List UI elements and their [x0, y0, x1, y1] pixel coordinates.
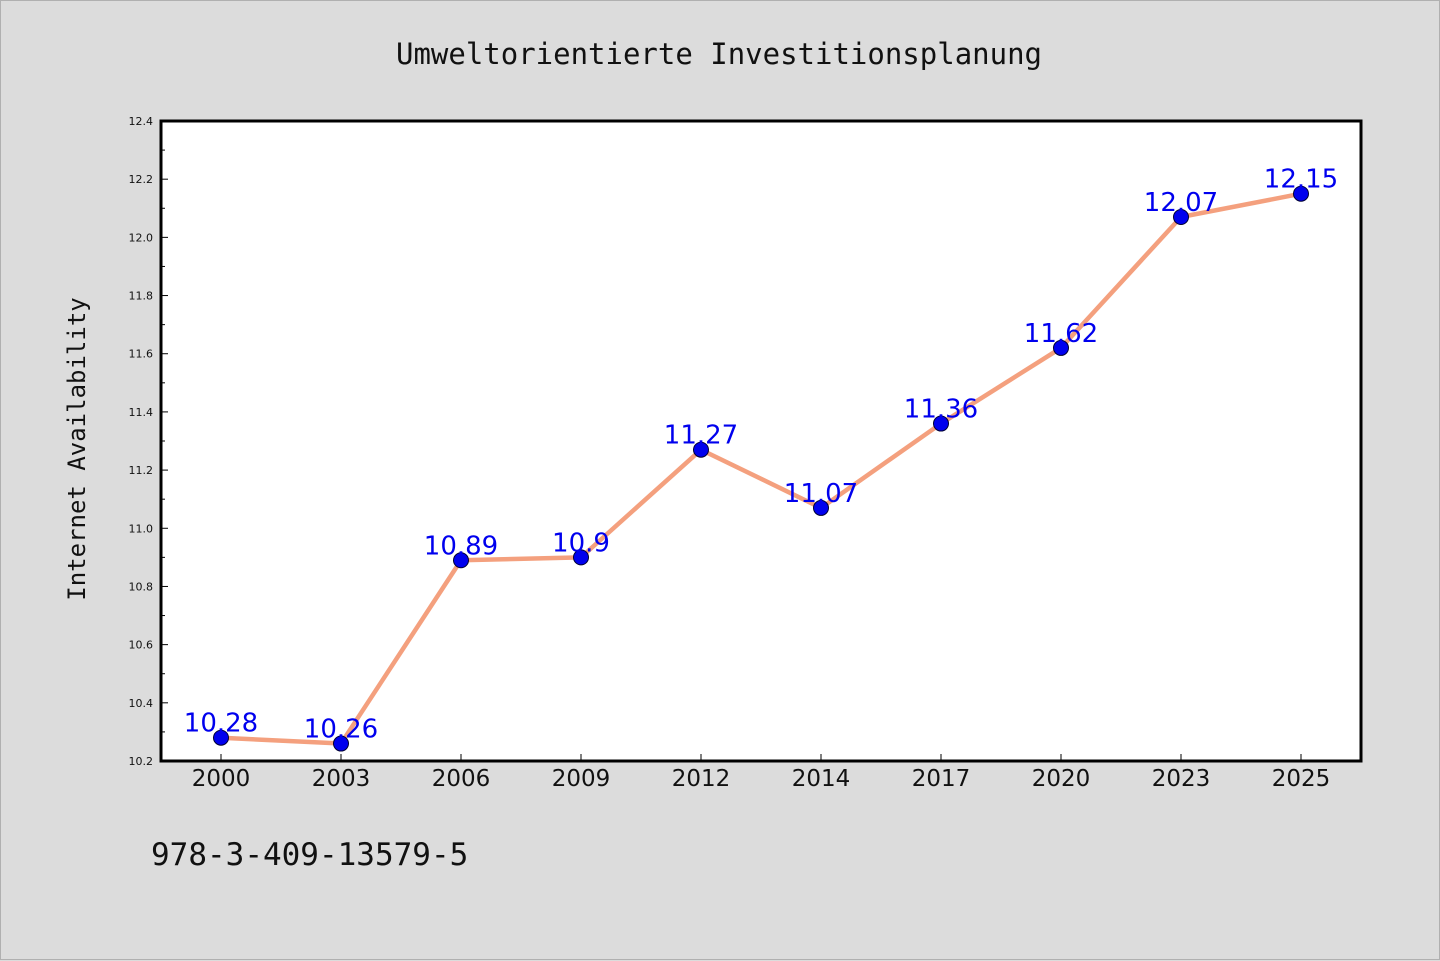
y-tick-label: 11.2 — [129, 464, 154, 477]
y-axis-label: Internet Availability — [63, 297, 91, 600]
y-tick-label: 11.6 — [129, 348, 154, 361]
data-label: 10.26 — [304, 715, 378, 745]
y-tick-label: 12.2 — [129, 173, 154, 186]
caption-text: 978-3-409-13579-5 — [151, 837, 468, 873]
x-tick-label: 2014 — [792, 766, 851, 792]
data-point — [573, 549, 589, 566]
data-point — [693, 441, 709, 458]
y-tick-label: 10.8 — [129, 580, 154, 593]
chart-title: Umweltorientierte Investitionsplanung — [396, 37, 1042, 71]
y-axis-ticks: 10.2 10.4 10.6 10.8 11.0 11.2 11.4 11.6 11.8 12.0… — [129, 115, 168, 768]
data-label: 11.36 — [904, 395, 978, 425]
data-label: 11.62 — [1024, 319, 1098, 349]
data-label: 11.27 — [664, 421, 738, 451]
data-point — [1173, 209, 1189, 225]
data-point — [1053, 339, 1069, 356]
data-label: 11.07 — [784, 479, 858, 509]
data-labels: 10.28 10.26 10.89 10.9 11.27 11.07 11.36 11.62 1… — [184, 165, 1338, 745]
data-point — [813, 499, 829, 516]
x-axis-ticks: 2000 2003 2006 2009 2012 2014 2017 2020 2023 2025 — [192, 754, 1331, 792]
plot-area — [159, 119, 1363, 763]
x-tick-label: 2000 — [192, 766, 251, 792]
data-point — [333, 735, 349, 752]
series-line — [220, 191, 1302, 746]
x-tick-label: 2009 — [552, 766, 611, 792]
data-label: 10.9 — [552, 528, 610, 558]
y-tick-label: 11.4 — [129, 406, 154, 419]
y-tick-label: 12.0 — [129, 231, 154, 244]
y-tick-label: 10.4 — [129, 697, 154, 710]
data-label: 10.28 — [184, 709, 258, 739]
data-point — [453, 552, 469, 569]
data-point — [933, 415, 949, 432]
data-point — [213, 729, 229, 746]
x-tick-label: 2006 — [432, 766, 491, 792]
x-tick-label: 2017 — [912, 766, 971, 792]
data-markers — [213, 185, 1309, 752]
data-point — [1293, 185, 1309, 202]
x-tick-label: 2020 — [1032, 766, 1091, 792]
data-label: 12.15 — [1264, 165, 1338, 195]
data-label: 12.07 — [1144, 188, 1218, 218]
x-tick-label: 2025 — [1272, 766, 1331, 792]
y-tick-label: 10.6 — [129, 639, 154, 652]
y-tick-label: 11.8 — [129, 290, 154, 303]
x-tick-label: 2023 — [1152, 766, 1211, 792]
y-tick-label: 10.2 — [129, 755, 154, 768]
x-tick-label: 2012 — [672, 766, 731, 792]
y-tick-label: 12.4 — [129, 115, 154, 128]
data-label: 10.89 — [424, 531, 498, 561]
y-tick-label: 11.0 — [129, 522, 154, 535]
x-tick-label: 2003 — [312, 766, 371, 792]
